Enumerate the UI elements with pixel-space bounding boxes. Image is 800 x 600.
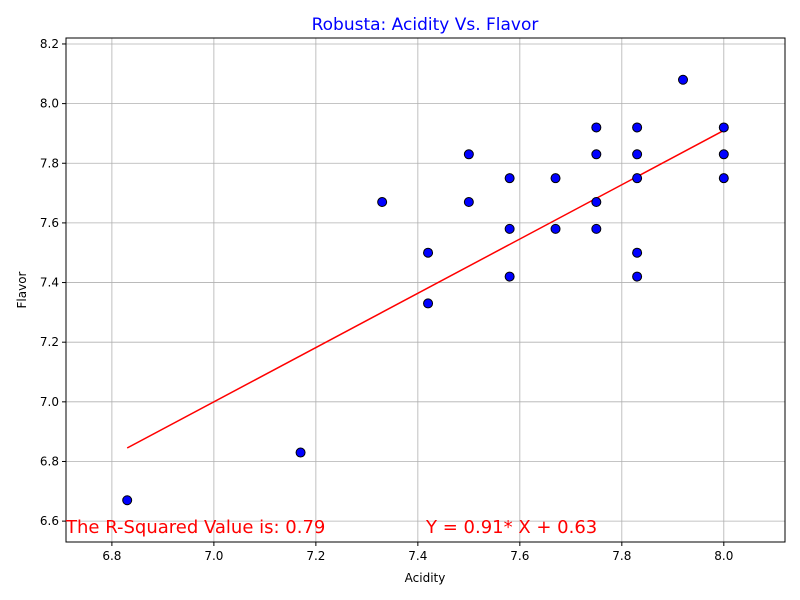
y-tick-label: 7.2	[40, 335, 59, 349]
equation-annotation: Y = 0.91* X + 0.63	[425, 517, 597, 538]
data-point	[463, 149, 474, 160]
data-point	[591, 223, 602, 234]
y-tick-label: 7.6	[40, 216, 59, 230]
r-squared-annotation: The R-Squared Value is: 0.79	[65, 517, 325, 538]
data-point	[550, 173, 561, 184]
data-point	[504, 271, 515, 282]
data-point	[632, 122, 643, 133]
y-tick-label: 8.2	[40, 37, 59, 51]
grid	[66, 38, 785, 542]
data-point	[718, 149, 729, 160]
data-point	[504, 223, 515, 234]
data-point	[632, 247, 643, 258]
x-tick-label: 7.8	[612, 549, 631, 563]
data-point	[463, 197, 474, 208]
data-point	[718, 122, 729, 133]
data-point	[550, 223, 561, 234]
data-points	[122, 74, 729, 506]
data-point	[423, 247, 434, 258]
data-point	[591, 122, 602, 133]
data-point	[377, 197, 388, 208]
x-tick-label: 8.0	[714, 549, 733, 563]
y-tick-label: 8.0	[40, 97, 59, 111]
axis-ticks: 6.8 7.0 7.2 7.4 7.6 7.8 8.0 6.6 6.8 7.0 7.2 7.4 7.6 7…	[40, 37, 733, 563]
data-point	[122, 495, 133, 506]
data-point	[504, 173, 515, 184]
y-tick-label: 6.8	[40, 454, 59, 468]
data-point	[632, 173, 643, 184]
x-tick-label: 7.2	[306, 549, 325, 563]
chart-title: Robusta: Acidity Vs. Flavor	[312, 15, 539, 35]
x-axis-label: Acidity	[405, 571, 446, 585]
y-tick-label: 7.4	[40, 276, 59, 290]
x-tick-label: 7.4	[408, 549, 427, 563]
data-point	[718, 173, 729, 184]
regression-line	[126, 129, 725, 449]
data-point	[423, 298, 434, 309]
x-tick-label: 7.6	[510, 549, 529, 563]
data-point	[632, 271, 643, 282]
data-point	[591, 197, 602, 208]
regression-line-layer	[126, 129, 725, 449]
x-tick-label: 7.0	[204, 549, 223, 563]
plot-frame	[65, 37, 786, 543]
y-tick-label: 7.0	[40, 395, 59, 409]
data-point	[591, 149, 602, 160]
x-tick-label: 6.8	[102, 549, 121, 563]
data-point	[632, 149, 643, 160]
data-point	[678, 74, 689, 85]
data-point	[295, 447, 306, 458]
y-tick-label: 6.6	[40, 514, 59, 528]
y-axis-label: Flavor	[15, 271, 29, 308]
y-tick-label: 7.8	[40, 156, 59, 170]
